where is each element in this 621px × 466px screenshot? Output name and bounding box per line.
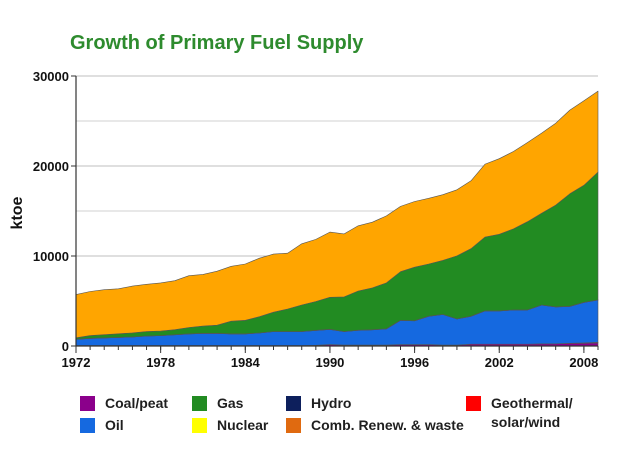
y-tick-label: 20000 xyxy=(33,159,69,174)
legend-label: Coal/peat xyxy=(105,395,169,411)
legend-item-nuclear: Nuclear xyxy=(192,416,268,435)
x-tick-label: 2008 xyxy=(569,355,598,370)
legend-label-line: solar/wind xyxy=(491,414,561,430)
y-tick-label: 10000 xyxy=(33,249,69,264)
area-series xyxy=(75,90,599,347)
legend-item-coal-peat: Coal/peat xyxy=(80,394,168,413)
legend-label-line: Geothermal/ xyxy=(491,395,573,411)
legend-label: Hydro xyxy=(311,395,352,411)
legend-swatch xyxy=(466,396,481,411)
legend-item-hydro: Hydro xyxy=(286,394,351,413)
x-tick-label: 1990 xyxy=(315,355,344,370)
chart-legend: Coal/peat Oil Gas Nuclear Hydro Comb. Re… xyxy=(0,386,621,456)
legend-item-gas: Gas xyxy=(192,394,243,413)
legend-swatch xyxy=(286,418,301,433)
legend-label: Gas xyxy=(217,395,244,411)
legend-swatch xyxy=(192,396,207,411)
x-tick-label: 1972 xyxy=(62,355,91,370)
legend-swatch xyxy=(286,396,301,411)
legend-label: Comb. Renew. & waste xyxy=(311,417,464,433)
legend-item-oil: Oil xyxy=(80,416,124,435)
y-tick-label: 30000 xyxy=(33,69,69,84)
legend-label: Nuclear xyxy=(217,417,269,433)
axes: 0 10000 20000 30000 1972 1978 1984 1990 1996 2002… xyxy=(33,69,599,370)
area-comb-renew-waste xyxy=(75,90,599,339)
legend-item-comb-renew-waste: Comb. Renew. & waste xyxy=(286,416,464,435)
x-tick-label: 1978 xyxy=(146,355,175,370)
legend-swatch xyxy=(80,418,95,433)
x-tick-label: 1984 xyxy=(231,355,261,370)
x-tick-label: 1996 xyxy=(400,355,429,370)
legend-label: Oil xyxy=(105,417,124,433)
legend-swatch xyxy=(80,396,95,411)
y-tick-label: 0 xyxy=(62,339,69,354)
y-axis-label: ktoe xyxy=(9,196,26,229)
x-tick-label: 2002 xyxy=(485,355,514,370)
chart-title: Growth of Primary Fuel Supply xyxy=(70,32,364,54)
legend-item-geothermal-solar-wind: Geothermal/ solar/wind xyxy=(466,394,573,432)
legend-swatch xyxy=(192,418,207,433)
legend-label: Geothermal/ solar/wind xyxy=(491,394,573,432)
chart-plot: 0 10000 20000 30000 1972 1978 1984 1990 1996 2002… xyxy=(9,69,599,370)
